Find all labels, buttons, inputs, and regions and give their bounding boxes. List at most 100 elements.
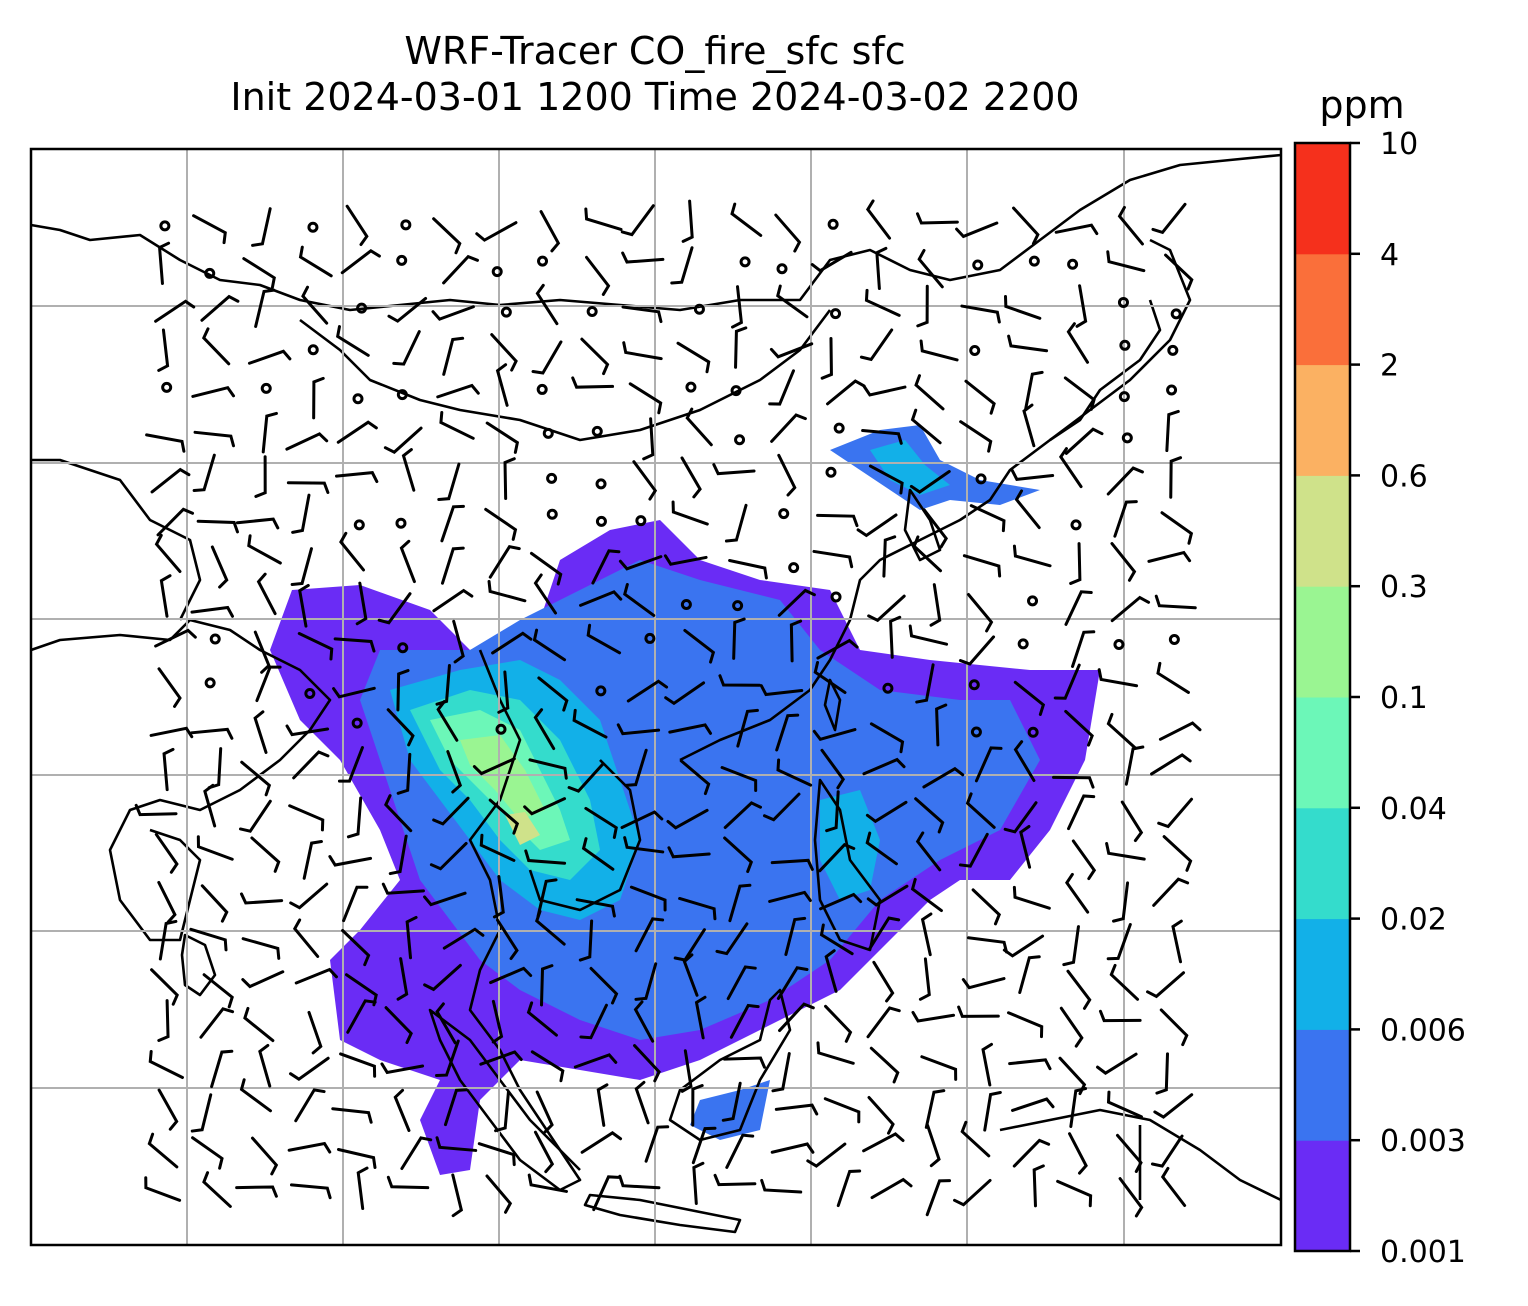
wind-barb (193, 430, 235, 448)
wind-barb (490, 333, 518, 372)
wind-barb (862, 1132, 905, 1153)
calm-wind-marker (1027, 595, 1039, 607)
colorbar-segment (1295, 1140, 1350, 1252)
wind-barb (436, 700, 459, 742)
colorbar-segments (1295, 143, 1350, 1252)
colorbar-tick-label: 0.006 (1380, 1013, 1466, 1048)
wind-barb (1056, 1179, 1093, 1208)
wind-barb (691, 1126, 717, 1165)
wind-barb (918, 957, 931, 1001)
title-line-2: Init 2024-03-01 1200 Time 2024-03-02 220… (230, 75, 1080, 119)
wind-barb (396, 752, 412, 795)
wind-barb (384, 794, 413, 833)
wind-barb (668, 723, 713, 735)
wind-barb (725, 1133, 755, 1169)
wind-barb (191, 385, 236, 398)
wind-barb (1169, 456, 1183, 499)
wind-barb (1147, 550, 1192, 563)
field-northeast-core (870, 440, 950, 495)
coastline-india (30, 618, 332, 942)
wind-barb (868, 464, 904, 495)
wind-barb (819, 923, 854, 956)
wind-barb (867, 1095, 895, 1135)
wind-barb (875, 246, 888, 291)
wind-barb (916, 212, 959, 225)
wind-barb (1008, 1058, 1052, 1071)
wind-barb (479, 833, 516, 862)
calm-wind-marker (400, 219, 412, 231)
wind-barb (190, 727, 234, 740)
wind-barb (191, 1136, 224, 1170)
calm-wind-marker (161, 381, 173, 393)
wind-barb (864, 288, 901, 317)
wind-barb (681, 199, 694, 243)
wind-barb (964, 379, 996, 415)
wind-barb (144, 1176, 182, 1202)
wind-barb (682, 953, 699, 997)
calm-wind-marker (546, 508, 558, 520)
wind-barb (240, 760, 272, 797)
colorbar-tick-label: 0.04 (1380, 792, 1447, 827)
field-northeast-plume (830, 425, 1040, 510)
wind-barb (1106, 712, 1137, 750)
wind-barb (386, 1175, 430, 1190)
wind-barb (957, 1005, 1000, 1018)
wind-barb (567, 762, 605, 793)
wind-barb (527, 1173, 568, 1193)
calm-wind-marker (972, 259, 984, 271)
wind-barb (377, 592, 412, 625)
wind-barb (526, 1001, 558, 1037)
wind-barb (974, 746, 1003, 783)
wind-barb (776, 758, 813, 787)
wind-barb (591, 549, 621, 585)
wind-barb (632, 460, 658, 501)
wind-barb (1109, 963, 1140, 1001)
wind-barb (856, 513, 898, 538)
wind-barb (339, 1052, 377, 1078)
wind-barb (524, 849, 567, 865)
wind-barb (1151, 202, 1187, 235)
calm-wind-marker (644, 632, 656, 644)
wind-barb (819, 892, 863, 911)
coastline-sumatra (428, 1008, 582, 1192)
wind-barb (442, 336, 465, 376)
wind-barb (157, 999, 170, 1042)
wind-barb (634, 917, 665, 953)
wind-barb (866, 884, 909, 907)
wind-barb (289, 1056, 330, 1081)
wind-barb (491, 999, 504, 1044)
wind-barb (451, 1173, 464, 1218)
wind-barb (1019, 825, 1032, 869)
wind-barb (1106, 923, 1132, 961)
wind-barb (618, 555, 663, 571)
wind-barb (479, 1050, 523, 1066)
wind-barb (634, 962, 658, 1001)
wind-barb (616, 723, 661, 736)
wind-barb (253, 710, 268, 754)
calm-wind-marker (1119, 339, 1131, 351)
wind-barb (868, 916, 901, 951)
wind-barb (401, 448, 416, 492)
wind-barb (768, 890, 812, 903)
wind-barb (1066, 969, 1092, 1010)
wind-barb (691, 1084, 704, 1127)
wind-barb (436, 383, 480, 399)
wind-barb (150, 968, 179, 1006)
wind-barb (683, 628, 716, 664)
wind-barb (862, 757, 906, 776)
wind-barb (806, 1142, 847, 1168)
wind-barb (1007, 1011, 1044, 1039)
field-indonesia-patch (690, 1080, 770, 1140)
wind-barb (355, 581, 368, 626)
calm-wind-marker (968, 679, 980, 691)
wind-barb (729, 1003, 760, 1039)
wind-barb (539, 964, 554, 1007)
wind-barb (776, 284, 809, 319)
wind-barb (190, 1093, 213, 1133)
wind-barb (158, 919, 178, 961)
colorbar-segment (1295, 697, 1350, 809)
wind-barb (1062, 925, 1080, 967)
wind-barb (962, 554, 1002, 578)
wind-barb (432, 588, 474, 613)
wind-barb (865, 199, 892, 240)
